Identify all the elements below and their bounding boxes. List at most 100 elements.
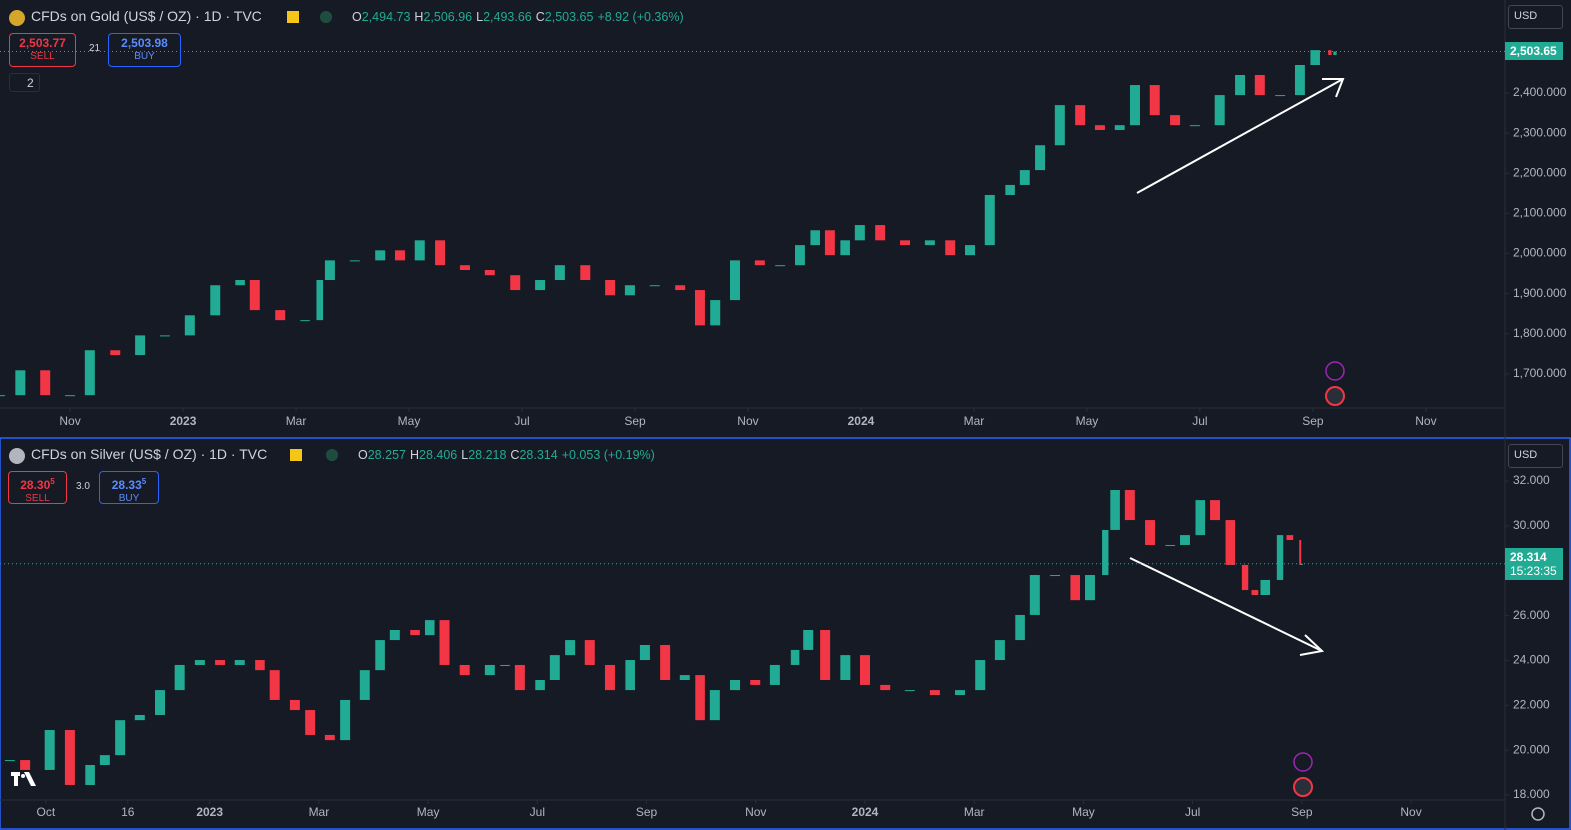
market-flag: [287, 11, 299, 23]
candle: [375, 250, 386, 261]
candle: [945, 240, 956, 256]
y-tick-label: 2,000.000: [1513, 246, 1567, 260]
last-price-tag: 28.314 15:23:35: [1505, 547, 1563, 580]
ohlc-values: O28.257 H28.406 L28.218 C28.314 +0.053 (+0.1…: [358, 448, 655, 462]
candle: [924, 240, 935, 246]
spread: 21: [89, 43, 101, 54]
buy-price: 28.335: [100, 474, 158, 493]
candle: [459, 664, 470, 676]
candle: [64, 730, 75, 785]
candle: [414, 240, 425, 261]
candle: [1149, 85, 1160, 116]
x-tick-label: Nov: [1400, 805, 1421, 819]
candle: [394, 250, 405, 261]
indicators-toggle[interactable]: 2: [9, 73, 40, 92]
candle: [1110, 490, 1120, 530]
candle: [269, 670, 280, 700]
settings-icon[interactable]: [1531, 807, 1545, 821]
candle: [99, 755, 110, 766]
candle: [794, 245, 805, 266]
x-tick-label: Mar: [286, 414, 307, 428]
market-flag: [290, 449, 302, 461]
last-price-tag: 2,503.65: [1505, 42, 1563, 61]
candle: [1286, 535, 1294, 541]
y-tick-label: 22.000: [1513, 698, 1550, 712]
x-tick-label: 16: [121, 805, 135, 819]
candle: [15, 370, 26, 396]
y-tick-label: 2,400.000: [1513, 85, 1567, 99]
x-tick-label: Sep: [1291, 805, 1313, 819]
ohlc-key: O: [358, 448, 368, 462]
candle: [4, 760, 15, 762]
candle: [500, 664, 510, 666]
x-tick-label: Nov: [737, 414, 758, 428]
candles: [4, 490, 1303, 785]
y-tick-label: 24.000: [1513, 653, 1550, 667]
market-status: [326, 449, 338, 461]
x-tick-label: 2023: [196, 805, 223, 819]
currency-select[interactable]: USD: [1508, 5, 1563, 29]
x-tick-label: Nov: [59, 414, 80, 428]
candle: [159, 335, 170, 337]
x-tick-label: Sep: [636, 805, 658, 819]
x-tick-label: May: [1072, 805, 1095, 819]
candle: [660, 645, 671, 680]
sell-price-pip: 5: [50, 477, 55, 486]
candle: [210, 285, 221, 316]
candle: [810, 230, 820, 246]
buy-price: 2,503.98: [109, 36, 180, 51]
candle: [1102, 529, 1109, 576]
y-tick-label: 26.000: [1513, 608, 1550, 622]
candle: [324, 734, 335, 741]
x-tick-label: Jul: [1185, 805, 1200, 819]
candle: [695, 290, 705, 326]
candle: [1180, 535, 1190, 545]
x-tick-label: Jul: [530, 805, 545, 819]
ohlc-key: H: [414, 10, 424, 24]
y-tick-label: 2,200.000: [1513, 165, 1567, 179]
candle: [349, 260, 360, 262]
candle: [904, 690, 915, 692]
candle: [1241, 564, 1249, 591]
sell-label: SELL: [25, 493, 50, 504]
candle: [305, 710, 316, 735]
ohlc-key: O: [352, 10, 362, 24]
candle: [300, 320, 310, 322]
sell-button[interactable]: 2,503.77 SELL: [9, 33, 76, 67]
sell-label: SELL: [30, 51, 55, 62]
candle: [235, 280, 245, 286]
symbol-title[interactable]: CFDs on Silver (US$ / OZ) · 1D · TVC: [31, 446, 268, 462]
currency-select[interactable]: USD: [1508, 444, 1563, 468]
candle: [1294, 64, 1305, 96]
candle: [984, 194, 995, 246]
ohlc-value: 2,506.96: [423, 10, 473, 24]
candle: [730, 680, 741, 691]
candle: [316, 280, 324, 321]
ohlc-value: 28.218: [468, 448, 507, 462]
ohlc-key: L: [476, 10, 484, 24]
buy-button[interactable]: 28.335 BUY: [99, 471, 159, 504]
ohlc-key: C: [535, 10, 545, 24]
trend-arrow: [1136, 78, 1345, 194]
x-tick-label: May: [398, 414, 421, 428]
buy-price-main: 28.33: [111, 478, 142, 492]
candle: [675, 285, 686, 291]
x-tick-label: Mar: [964, 805, 985, 819]
candle: [695, 675, 705, 721]
x-tick-label: Sep: [1302, 414, 1324, 428]
candle: [20, 760, 31, 770]
candle: [275, 310, 286, 321]
buy-button[interactable]: 2,503.98 BUY: [108, 33, 181, 67]
sell-button[interactable]: 28.305 SELL: [8, 471, 67, 504]
candle: [65, 395, 76, 397]
candle: [215, 660, 226, 665]
ohlc-value: 28.406: [419, 448, 458, 462]
symbol-title[interactable]: CFDs on Gold (US$ / OZ) · 1D · TVC: [31, 8, 262, 24]
sell-price-main: 28.30: [20, 478, 51, 492]
candle: [510, 275, 521, 291]
candle: [1085, 575, 1095, 601]
candle: [1070, 575, 1081, 601]
ohlc-value: 28.257: [367, 448, 406, 462]
y-tick-label: 20.000: [1513, 742, 1550, 756]
candle: [359, 670, 370, 700]
